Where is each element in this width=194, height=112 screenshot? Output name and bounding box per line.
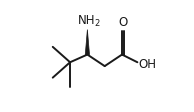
Text: O: O bbox=[119, 16, 128, 29]
Text: OH: OH bbox=[138, 58, 156, 71]
Text: NH: NH bbox=[78, 14, 95, 27]
Text: 2: 2 bbox=[94, 19, 99, 28]
Polygon shape bbox=[85, 30, 89, 55]
